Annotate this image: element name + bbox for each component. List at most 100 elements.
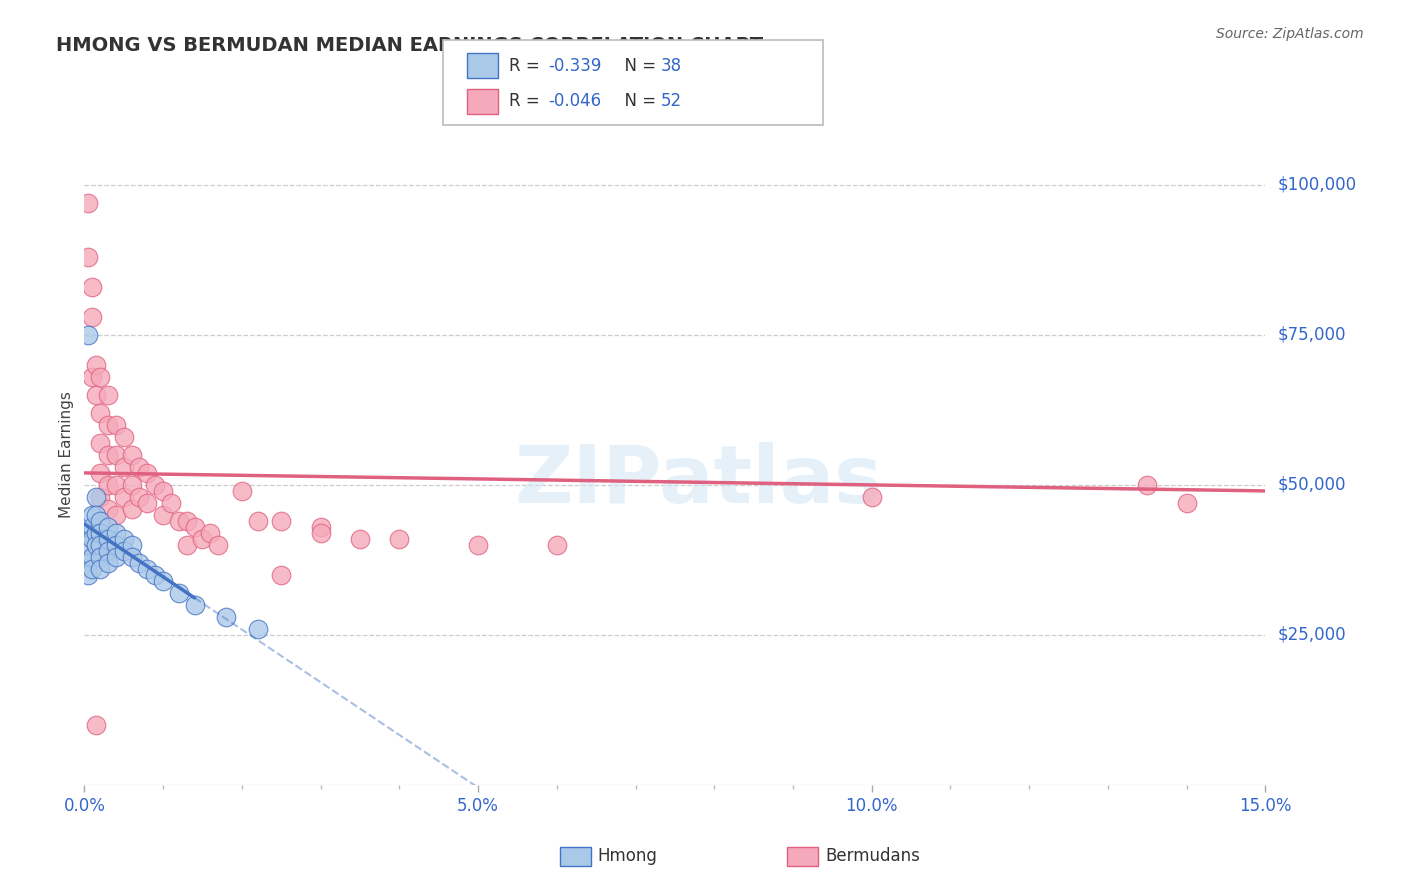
- Point: [84, 358, 107, 372]
- Point: [82, 549, 104, 564]
- Point: [77, 556, 100, 570]
- Point: [97, 532, 120, 546]
- Point: [84, 508, 107, 522]
- Point: [112, 544, 135, 558]
- Point: [270, 568, 292, 582]
- Point: [104, 538, 127, 552]
- Point: [104, 478, 127, 492]
- Text: Source: ZipAtlas.com: Source: ZipAtlas.com: [1216, 27, 1364, 41]
- Point: [84, 388, 107, 402]
- Point: [97, 448, 120, 462]
- Point: [191, 532, 214, 546]
- Point: [112, 430, 135, 444]
- Point: [104, 448, 127, 462]
- Point: [388, 532, 411, 546]
- Point: [176, 538, 198, 552]
- Point: [77, 195, 100, 210]
- Point: [152, 508, 174, 522]
- Point: [246, 622, 269, 636]
- Point: [467, 538, 489, 552]
- Point: [112, 459, 135, 474]
- Text: R =: R =: [509, 57, 546, 75]
- Point: [104, 549, 127, 564]
- Point: [97, 417, 120, 432]
- Point: [270, 514, 292, 528]
- Point: [84, 538, 107, 552]
- Point: [121, 549, 143, 564]
- Point: [89, 549, 111, 564]
- Point: [89, 466, 111, 480]
- Point: [89, 490, 111, 504]
- Point: [1175, 496, 1198, 510]
- Text: N =: N =: [614, 57, 662, 75]
- Point: [97, 502, 120, 516]
- Text: 52: 52: [661, 93, 682, 111]
- Point: [200, 525, 222, 540]
- Text: $25,000: $25,000: [1277, 626, 1346, 644]
- Point: [89, 370, 111, 384]
- Text: -0.339: -0.339: [548, 57, 602, 75]
- Point: [215, 610, 238, 624]
- Text: ZIPatlas: ZIPatlas: [515, 442, 883, 520]
- Text: $50,000: $50,000: [1277, 476, 1346, 494]
- Text: 38: 38: [661, 57, 682, 75]
- Point: [121, 538, 143, 552]
- Point: [82, 370, 104, 384]
- Point: [82, 280, 104, 294]
- Point: [121, 478, 143, 492]
- Point: [860, 490, 883, 504]
- Point: [546, 538, 568, 552]
- Point: [84, 525, 107, 540]
- Point: [97, 556, 120, 570]
- Point: [176, 514, 198, 528]
- Point: [77, 327, 100, 342]
- Point: [167, 586, 190, 600]
- Text: -0.046: -0.046: [548, 93, 602, 111]
- Point: [143, 478, 166, 492]
- Point: [82, 310, 104, 324]
- Point: [121, 502, 143, 516]
- Point: [77, 250, 100, 264]
- Point: [183, 598, 205, 612]
- Point: [152, 574, 174, 588]
- Point: [97, 478, 120, 492]
- Point: [104, 417, 127, 432]
- Point: [104, 525, 127, 540]
- Point: [89, 562, 111, 576]
- Point: [97, 520, 120, 534]
- Point: [309, 525, 332, 540]
- Point: [1136, 478, 1159, 492]
- Y-axis label: Median Earnings: Median Earnings: [59, 392, 75, 518]
- Point: [167, 514, 190, 528]
- Point: [82, 520, 104, 534]
- Point: [82, 508, 104, 522]
- Point: [152, 483, 174, 498]
- Text: HMONG VS BERMUDAN MEDIAN EARNINGS CORRELATION CHART: HMONG VS BERMUDAN MEDIAN EARNINGS CORREL…: [56, 36, 763, 54]
- Point: [89, 514, 111, 528]
- Text: Hmong: Hmong: [598, 847, 658, 865]
- Point: [97, 388, 120, 402]
- Point: [128, 556, 150, 570]
- Point: [143, 568, 166, 582]
- Point: [84, 718, 107, 732]
- Point: [77, 568, 100, 582]
- Text: R =: R =: [509, 93, 546, 111]
- Point: [77, 538, 100, 552]
- Point: [231, 483, 253, 498]
- Point: [128, 459, 150, 474]
- Point: [77, 525, 100, 540]
- Point: [136, 496, 159, 510]
- Point: [82, 532, 104, 546]
- Point: [89, 525, 111, 540]
- Text: N =: N =: [614, 93, 662, 111]
- Point: [183, 520, 205, 534]
- Text: $75,000: $75,000: [1277, 326, 1346, 344]
- Point: [89, 538, 111, 552]
- Point: [82, 562, 104, 576]
- Point: [136, 562, 159, 576]
- Point: [246, 514, 269, 528]
- Point: [128, 490, 150, 504]
- Point: [84, 490, 107, 504]
- Point: [121, 448, 143, 462]
- Point: [207, 538, 229, 552]
